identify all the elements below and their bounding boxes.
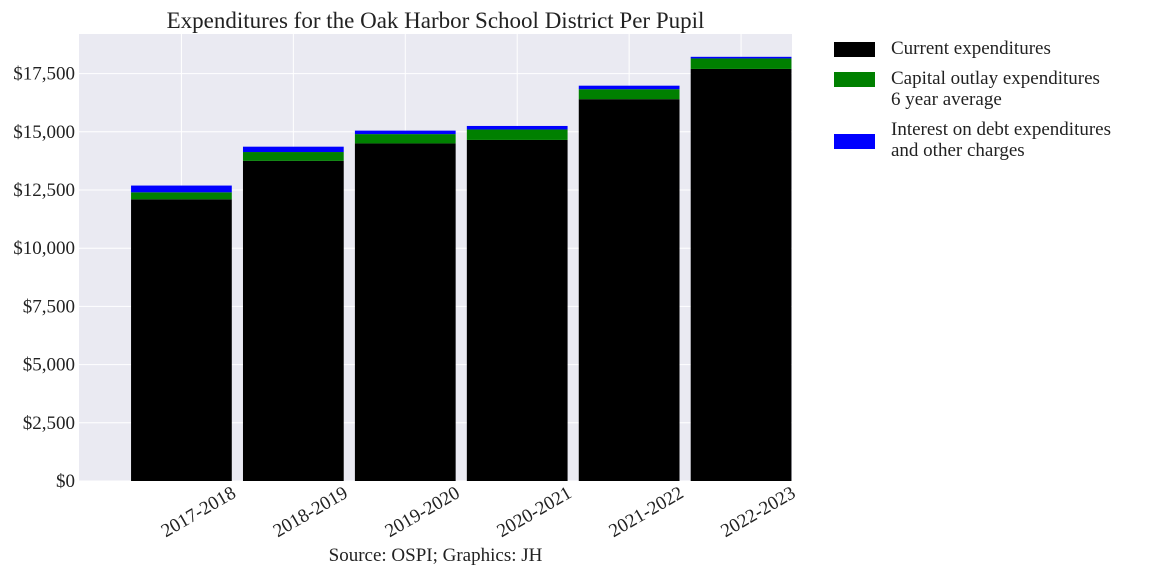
y-tick-label: $2,500 [23,413,75,434]
bars [131,56,792,481]
y-tick-label: $12,500 [13,180,75,201]
bar-segment-current-2019-2020 [354,143,456,481]
y-tick-label: $5,000 [23,355,75,376]
legend-swatch-current [834,42,875,57]
bar-segment-current-2021-2022 [578,99,680,481]
bar-segment-current-2022-2023 [690,68,792,481]
chart-caption: Source: OSPI; Graphics: JH [329,545,543,566]
y-tick-label: $0 [56,471,75,492]
bar-segment-capital-outlay-2021-2022 [578,89,680,100]
bar-segment-capital-outlay-2018-2019 [242,152,344,161]
y-tick-label: $7,500 [23,296,75,317]
x-tick-label: 2020-2021 [494,483,576,542]
bar-segment-capital-outlay-2022-2023 [690,58,792,69]
bar-segment-capital-outlay-2017-2018 [131,192,232,200]
bar-segment-interest-2021-2022 [578,85,680,90]
bar-segment-current-2018-2019 [242,160,344,481]
y-tick-label: $17,500 [13,64,75,85]
legend-swatch-interest [834,134,875,149]
x-tick-label: 2021-2022 [605,483,687,542]
bar-segment-capital-outlay-2019-2020 [354,134,456,144]
chart-title: Expenditures for the Oak Harbor School D… [167,8,705,33]
y-tick-label: $15,000 [13,122,75,143]
bar-segment-interest-2020-2021 [466,125,568,130]
bar-segment-current-2017-2018 [131,199,232,481]
x-axis: 2017-2018 2018-2019 2019-2020 2020-2021 2021… [158,483,799,542]
legend-item-capital-outlay: Capital outlay expenditures 6 year avera… [834,68,1111,110]
x-tick-label: 2017-2018 [158,483,240,542]
bar-segment-interest-2017-2018 [131,185,232,193]
y-axis: $0 $2,500 $5,000 $7,500 $10,000 $12,500 $15,00… [13,64,75,492]
bar-segment-interest-2019-2020 [354,130,456,135]
legend-item-interest: Interest on debt expenditures and other … [834,119,1111,161]
x-tick-label: 2018-2019 [270,483,352,542]
y-tick-label: $10,000 [13,238,75,259]
bar-segment-interest-2022-2023 [690,56,792,59]
legend-label-interest: Interest on debt expenditures and other … [891,119,1112,161]
bar-segment-current-2020-2021 [466,139,568,481]
bar-segment-interest-2018-2019 [242,146,344,153]
legend-label-capital-outlay: Capital outlay expenditures 6 year avera… [891,68,1100,110]
x-tick-label: 2019-2020 [382,483,464,542]
legend-item-current: Current expenditures [834,38,1111,59]
legend-label-current: Current expenditures [891,38,1051,59]
x-tick-label: 2022-2023 [717,483,799,542]
legend-swatch-capital-outlay [834,72,875,87]
bar-segment-capital-outlay-2020-2021 [466,129,568,140]
legend: Current expenditures Capital outlay expe… [834,38,1111,170]
